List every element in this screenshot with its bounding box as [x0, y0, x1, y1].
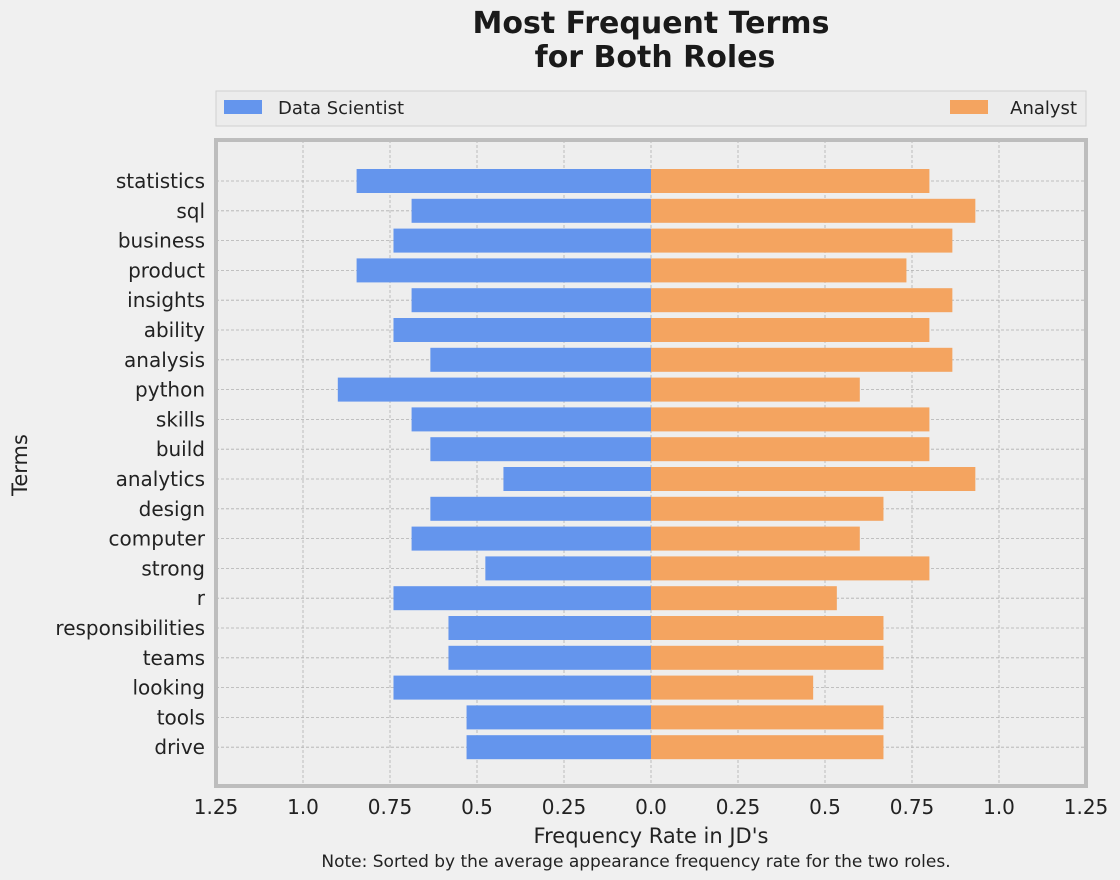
y-axis-label: Terms	[8, 434, 32, 497]
bar-data-scientist-product	[356, 258, 651, 283]
y-tick-label-strong: strong	[141, 556, 205, 580]
bar-analyst-looking	[651, 675, 814, 700]
bar-data-scientist-computer	[411, 526, 651, 551]
x-tick-label: 0.0	[635, 795, 667, 819]
bar-analyst-ability	[651, 318, 930, 342]
chart-title-line-1: Most Frequent Terms	[473, 6, 830, 41]
y-tick-labels: statistics sql business product insights abil…	[55, 169, 205, 759]
bar-data-scientist-analytics	[503, 467, 651, 491]
legend-label-analyst: Analyst	[1010, 98, 1077, 119]
x-tick-label: 1.25	[1064, 795, 1109, 819]
bar-analyst-build	[651, 437, 930, 462]
bar-data-scientist-design	[430, 496, 651, 521]
y-tick-label-drive: drive	[154, 735, 205, 759]
legend-swatch-analyst	[950, 100, 988, 114]
bar-data-scientist-r	[393, 586, 651, 611]
x-tick-label: 0.25	[716, 795, 761, 819]
y-tick-label-ability: ability	[144, 318, 205, 342]
x-axis-label: Frequency Rate in JD's	[534, 824, 769, 848]
bar-analyst-r	[651, 586, 837, 611]
bar-data-scientist-sql	[411, 198, 651, 223]
plot-frame	[214, 138, 1088, 788]
y-tick-label-responsibilities: responsibilities	[55, 616, 205, 640]
bar-analyst-design	[651, 496, 884, 521]
y-tick-label-product: product	[128, 258, 205, 282]
y-tick-label-python: python	[135, 378, 205, 402]
bar-data-scientist-insights	[411, 288, 651, 313]
bar-data-scientist-ability	[393, 318, 651, 342]
bar-data-scientist-tools	[466, 705, 651, 730]
y-tick-label-r: r	[197, 586, 206, 610]
y-tick-label-sql: sql	[176, 199, 205, 223]
y-tick-label-analysis: analysis	[124, 348, 205, 372]
x-tick-label: 0.25	[542, 795, 587, 819]
bar-data-scientist-teams	[448, 645, 651, 670]
bar-analyst-statistics	[651, 169, 930, 193]
bar-analyst-skills	[651, 407, 930, 432]
legend-box	[215, 90, 1087, 127]
x-tick-label: 1.0	[983, 795, 1015, 819]
bar-data-scientist-statistics	[356, 169, 651, 193]
bar-data-scientist-skills	[411, 407, 651, 432]
bar-analyst-business	[651, 228, 953, 253]
legend: Data Scientist Analyst	[215, 90, 1087, 127]
y-tick-label-statistics: statistics	[116, 169, 205, 193]
bar-analyst-strong	[651, 556, 930, 581]
chart-note: Note: Sorted by the average appearance f…	[321, 852, 950, 872]
bar-analyst-analytics	[651, 467, 976, 491]
bar-analyst-responsibilities	[651, 616, 884, 640]
bar-analyst-analysis	[651, 347, 953, 372]
x-tick-label: 0.5	[461, 795, 493, 819]
bar-analyst-sql	[651, 198, 976, 223]
chart-title-line-2: for Both Roles	[535, 40, 776, 75]
bar-analyst-computer	[651, 526, 860, 551]
bar-analyst-tools	[651, 705, 884, 730]
x-tick-label: 1.25	[194, 795, 239, 819]
bar-data-scientist-business	[393, 228, 651, 253]
bar-data-scientist-responsibilities	[448, 616, 651, 640]
y-tick-label-analytics: analytics	[116, 467, 205, 491]
y-tick-label-insights: insights	[127, 288, 205, 312]
x-tick-label: 0.75	[368, 795, 413, 819]
bar-data-scientist-analysis	[430, 347, 651, 372]
bar-data-scientist-looking	[393, 675, 651, 700]
y-tick-label-teams: teams	[143, 646, 205, 670]
y-tick-label-skills: skills	[156, 407, 205, 431]
legend-label-data-scientist: Data Scientist	[278, 98, 404, 119]
bar-data-scientist-drive	[466, 735, 651, 760]
bar-analyst-python	[651, 377, 860, 402]
y-tick-label-looking: looking	[132, 676, 205, 700]
x-tick-label: 1.0	[287, 795, 319, 819]
bar-analyst-drive	[651, 735, 884, 760]
legend-swatch-data-scientist	[224, 100, 262, 114]
x-tick-labels: 1.25 1.0 0.75 0.5 0.25 0.0 0.25 0.5 0.75 1.0 1.25	[194, 795, 1109, 819]
x-tick-label: 0.5	[809, 795, 841, 819]
x-tick-label: 0.75	[890, 795, 935, 819]
y-tick-label-design: design	[139, 497, 205, 521]
bar-data-scientist-strong	[485, 556, 651, 581]
bar-analyst-teams	[651, 645, 884, 670]
y-tick-label-tools: tools	[157, 705, 205, 729]
y-tick-label-computer: computer	[109, 527, 206, 551]
bars	[337, 169, 976, 760]
y-tick-label-build: build	[156, 437, 205, 461]
bar-analyst-product	[651, 258, 907, 283]
bar-data-scientist-python	[337, 377, 651, 402]
bar-data-scientist-build	[430, 437, 651, 462]
y-tick-label-business: business	[118, 229, 205, 253]
bar-analyst-insights	[651, 288, 953, 313]
